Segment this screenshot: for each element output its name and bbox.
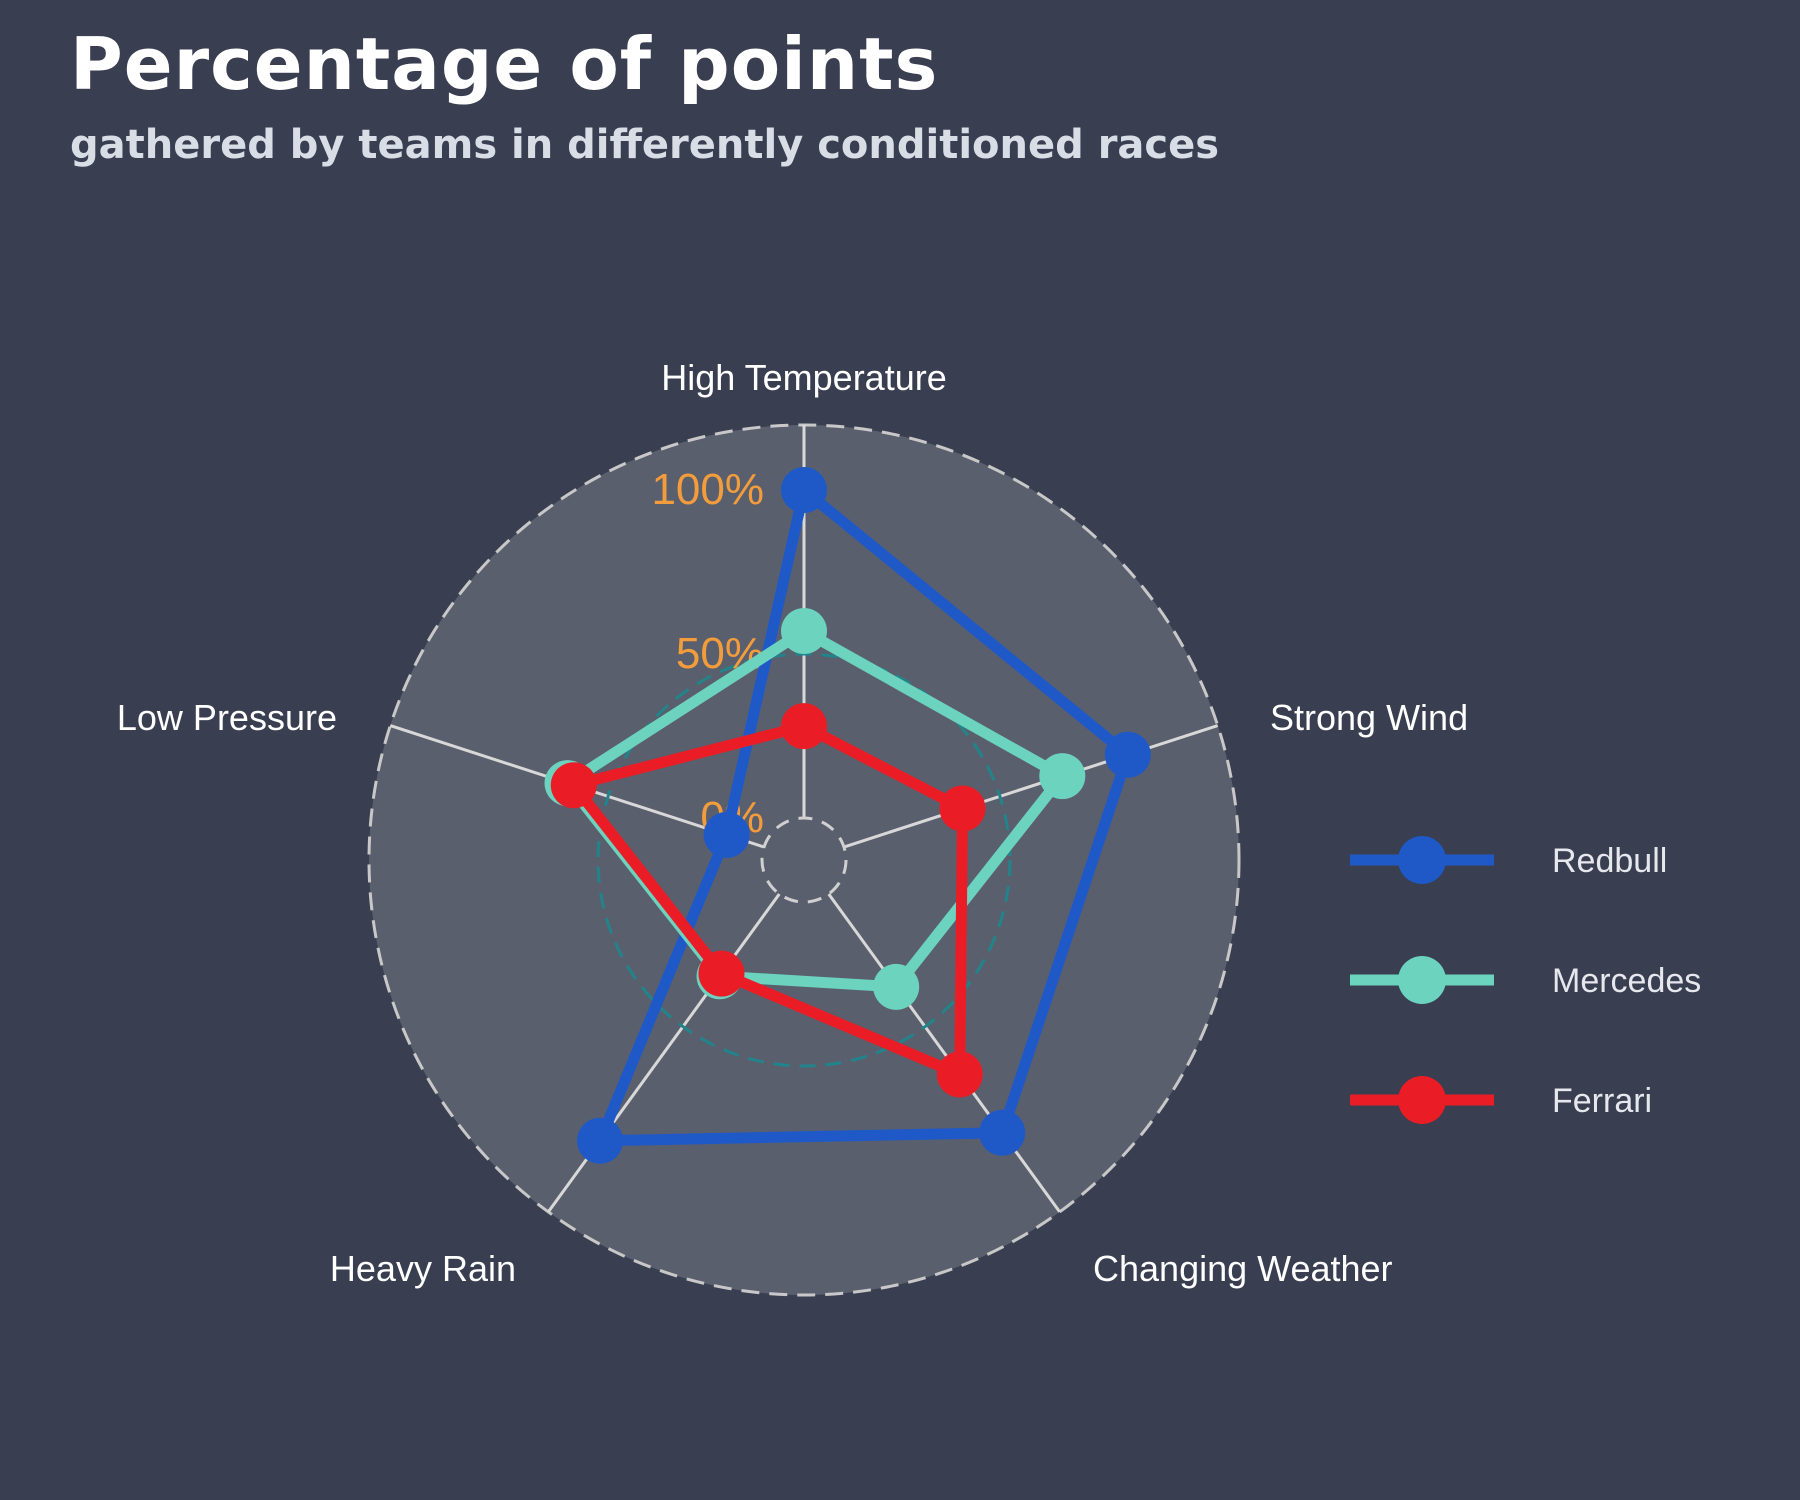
- series-ferrari: [550, 703, 986, 1098]
- axis-label: Heavy Rain: [330, 1248, 516, 1289]
- chart-title: Percentage of points: [70, 22, 939, 106]
- data-point: [873, 963, 920, 1010]
- data-point: [1039, 753, 1086, 800]
- grid-circle-0: [760, 816, 848, 904]
- legend-item[interactable]: Mercedes: [1350, 956, 1701, 1004]
- data-point: [781, 703, 827, 750]
- data-point: [979, 1109, 1026, 1156]
- data-point: [550, 762, 597, 809]
- data-point: [1104, 731, 1151, 778]
- axis-label: High Temperature: [661, 357, 947, 398]
- data-point: [577, 1117, 624, 1164]
- tick-label: 100%: [651, 465, 764, 514]
- data-series: [544, 467, 1151, 1164]
- grid-spoke: [843, 724, 1219, 849]
- axis-labels: High Temperature Strong Wind Changing Weat…: [117, 357, 1468, 1289]
- axis-label: Low Pressure: [117, 697, 337, 738]
- series-line: [594, 484, 1134, 1147]
- chart-subtitle: gathered by teams in differently conditi…: [70, 122, 1220, 168]
- data-point: [939, 785, 986, 832]
- axis-label: Changing Weather: [1093, 1248, 1393, 1289]
- grid-spoke: [827, 893, 1061, 1213]
- legend-label: Mercedes: [1552, 962, 1701, 1000]
- legend-swatch-marker: [1398, 836, 1446, 884]
- legend[interactable]: Redbull Mercedes Ferrari: [1350, 836, 1701, 1124]
- legend-label: Ferrari: [1552, 1082, 1652, 1120]
- legend-item[interactable]: Ferrari: [1350, 1076, 1652, 1124]
- legend-label: Redbull: [1552, 842, 1667, 880]
- legend-swatch-marker: [1398, 956, 1446, 1004]
- data-point: [936, 1051, 983, 1098]
- series-line: [568, 720, 968, 1080]
- data-point: [781, 467, 827, 513]
- legend-item[interactable]: Redbull: [1350, 836, 1667, 884]
- series-redbull: [577, 467, 1151, 1164]
- data-point: [703, 811, 750, 858]
- legend-swatch-marker: [1398, 1076, 1446, 1124]
- axis-label: Strong Wind: [1270, 697, 1468, 738]
- data-point: [781, 608, 827, 655]
- data-point: [698, 950, 745, 997]
- series-line: [562, 625, 1068, 993]
